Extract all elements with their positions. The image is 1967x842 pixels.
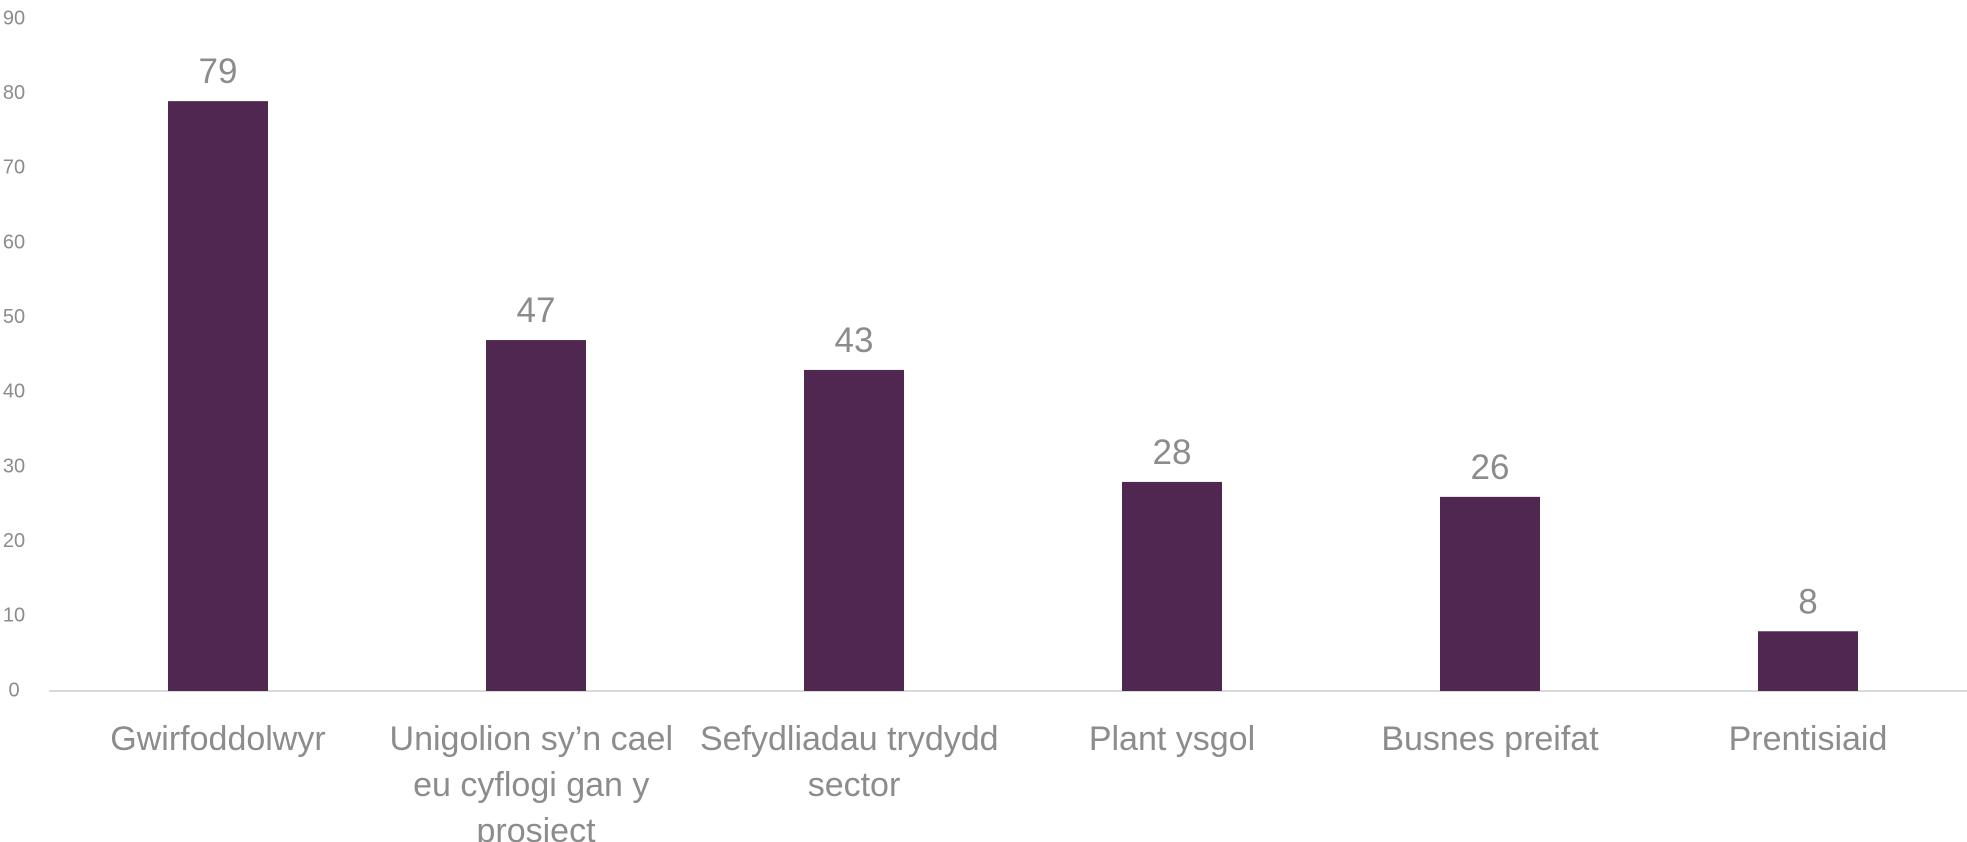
y-tick-label: 10 — [3, 605, 25, 627]
x-tick-label: Prentisiaid — [1729, 720, 1888, 758]
y-tick-label: 70 — [3, 157, 25, 179]
y-tick-label: 90 — [3, 7, 25, 29]
bar — [804, 369, 904, 691]
bar — [168, 101, 268, 692]
bar — [1122, 481, 1222, 691]
x-tick-label: Plant ysgol — [1089, 720, 1255, 758]
bar — [1758, 631, 1858, 691]
x-tick-label: Unigolion sy’n cael eu cyflogi gan y pro… — [390, 720, 683, 842]
y-tick-label: 80 — [3, 82, 25, 104]
value-label: 79 — [199, 52, 238, 91]
y-tick-label: 20 — [3, 530, 25, 552]
x-tick-label: Sefydliadau trydydd sector — [700, 720, 1008, 804]
y-tick-label: 40 — [3, 381, 25, 403]
y-tick-label: 50 — [3, 306, 25, 328]
y-tick-label: 0 — [8, 679, 19, 701]
bar — [1440, 496, 1540, 691]
value-label: 28 — [1153, 433, 1192, 472]
y-tick-label: 30 — [3, 455, 25, 477]
y-tick-label: 60 — [3, 231, 25, 253]
bar — [486, 340, 586, 691]
value-label: 8 — [1798, 582, 1817, 621]
x-tick-label: Busnes preifat — [1381, 720, 1599, 758]
value-label: 47 — [517, 291, 556, 330]
value-label: 26 — [1471, 448, 1510, 487]
value-label: 43 — [835, 321, 874, 360]
x-tick-label: Gwirfoddolwyr — [110, 720, 325, 758]
